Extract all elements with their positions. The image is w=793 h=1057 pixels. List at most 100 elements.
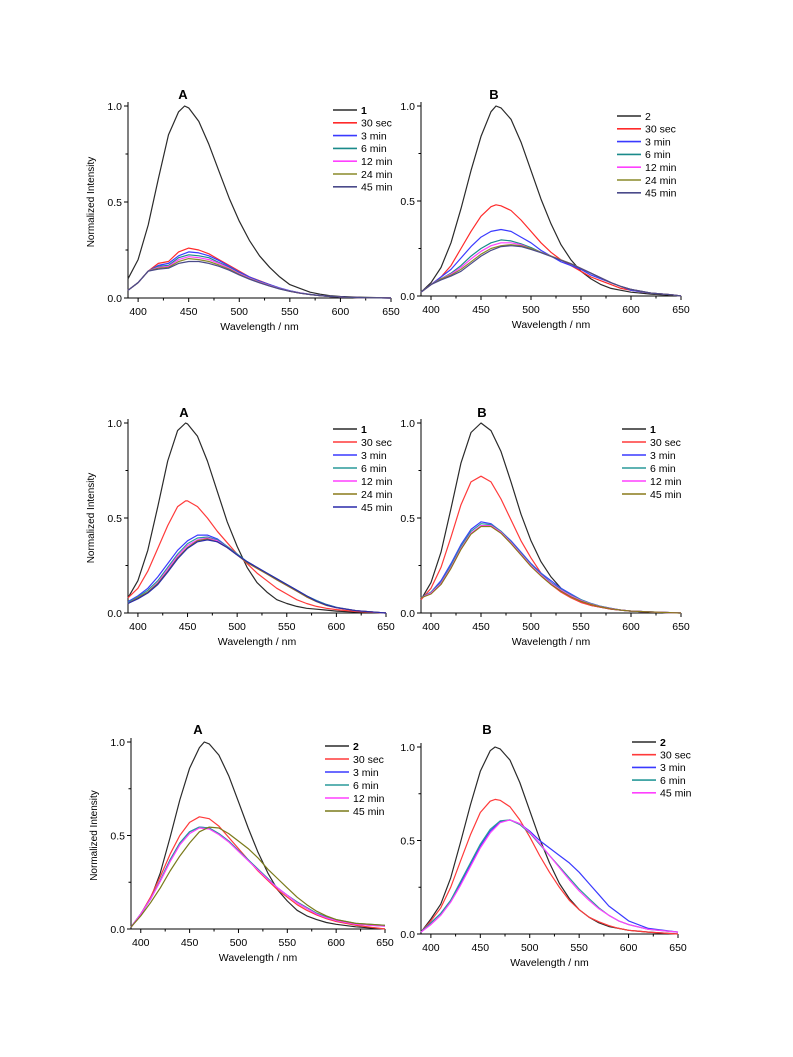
legend-label: 6 min	[353, 780, 379, 792]
x-tick-label: 650	[669, 942, 687, 954]
x-tick-label: 650	[672, 304, 690, 316]
legend-label: 30 sec	[660, 750, 691, 762]
legend-label: 30 sec	[353, 754, 384, 766]
series-line-4	[130, 826, 386, 928]
x-tick-label: 650	[376, 937, 394, 949]
legend-label: 24 min	[361, 169, 393, 181]
legend-label: 45 min	[650, 489, 682, 501]
chart-panel-4: 400 450 500 550 600 650 0.0 0.5 1.0 Wavelength / …	[400, 405, 690, 648]
series-line-5	[420, 819, 679, 933]
series-line-4	[420, 819, 679, 933]
x-tick-label: 600	[622, 304, 640, 316]
series-line-2	[127, 500, 387, 614]
y-tick-label: 0.0	[400, 929, 415, 941]
y-tick-label: 0.5	[107, 197, 122, 209]
legend-label: 6 min	[361, 463, 387, 475]
panel-title: B	[489, 87, 498, 102]
panel-title: B	[477, 405, 486, 420]
series-line-7	[420, 245, 682, 297]
y-axis-label: Normalized Intensity	[89, 790, 100, 881]
legend-label: 3 min	[353, 767, 379, 779]
legend-label: 45 min	[660, 788, 692, 800]
x-tick-label: 600	[332, 306, 350, 318]
x-tick-label: 550	[281, 306, 299, 318]
y-tick-label: 0.5	[110, 831, 125, 843]
legend-label: 3 min	[650, 450, 676, 462]
series-line-2	[130, 816, 386, 930]
legend-label: 12 min	[361, 476, 393, 488]
legend-label: 6 min	[650, 463, 676, 475]
legend-label: 30 sec	[645, 124, 676, 136]
y-tick-label: 0.5	[400, 513, 415, 525]
x-tick-label: 550	[572, 621, 590, 633]
legend-label: 30 sec	[361, 437, 392, 449]
y-tick-label: 0.0	[110, 924, 125, 936]
series-line-5	[130, 827, 386, 928]
x-tick-label: 450	[472, 621, 490, 633]
x-tick-label: 500	[522, 304, 540, 316]
x-tick-label: 400	[132, 937, 150, 949]
x-tick-label: 550	[278, 621, 296, 633]
legend-label: 1	[361, 424, 367, 436]
x-tick-label: 450	[472, 304, 490, 316]
x-tick-label: 400	[422, 621, 440, 633]
x-tick-label: 450	[179, 621, 197, 633]
series-line-1	[127, 422, 387, 614]
legend-label: 24 min	[361, 489, 393, 501]
series-line-2	[420, 798, 679, 935]
x-tick-label: 650	[382, 306, 400, 318]
series-line-6	[420, 525, 682, 614]
y-tick-label: 0.0	[400, 608, 415, 620]
x-tick-label: 450	[472, 942, 490, 954]
x-tick-label: 500	[230, 937, 248, 949]
series-line-5	[420, 525, 682, 614]
x-tick-label: 500	[521, 942, 539, 954]
x-tick-label: 600	[328, 621, 346, 633]
y-tick-label: 0.0	[107, 608, 122, 620]
series-line-6	[127, 538, 387, 614]
legend-label: 24 min	[645, 175, 677, 187]
x-tick-label: 400	[422, 304, 440, 316]
y-tick-label: 0.5	[400, 836, 415, 848]
legend-label: 2	[353, 741, 359, 753]
y-tick-label: 0.0	[107, 293, 122, 305]
legend-label: 12 min	[645, 162, 677, 174]
x-axis-label: Wavelength / nm	[512, 319, 591, 331]
series-line-5	[127, 537, 387, 614]
series-line-3	[420, 819, 679, 933]
series-line-1	[420, 746, 679, 935]
series-line-2	[420, 475, 682, 614]
legend-label: 3 min	[361, 450, 387, 462]
x-axis-label: Wavelength / nm	[218, 636, 297, 648]
x-tick-label: 600	[620, 942, 638, 954]
y-tick-label: 1.0	[400, 101, 415, 113]
x-tick-label: 400	[129, 621, 147, 633]
y-axis-label: Normalized Intensity	[86, 473, 97, 564]
x-axis-label: Wavelength / nm	[219, 952, 298, 964]
x-tick-label: 400	[422, 942, 440, 954]
legend-label: 3 min	[660, 762, 686, 774]
panel-title: A	[178, 87, 188, 102]
series-line-2	[420, 204, 682, 297]
series-line-5	[127, 256, 392, 299]
x-tick-label: 550	[279, 937, 297, 949]
panel-title: A	[179, 405, 189, 420]
y-tick-label: 1.0	[400, 742, 415, 754]
legend-label: 45 min	[361, 182, 393, 194]
x-tick-label: 500	[522, 621, 540, 633]
legend-label: 45 min	[361, 502, 393, 514]
x-axis-label: Wavelength / nm	[512, 636, 591, 648]
x-axis-label: Wavelength / nm	[510, 957, 589, 969]
panel-title: A	[193, 722, 203, 737]
legend-label: 12 min	[650, 476, 682, 488]
y-axis-label: Normalized Intensity	[86, 157, 97, 248]
series-line-3	[420, 228, 682, 297]
legend-label: 30 sec	[361, 118, 392, 130]
chart-panel-1: 400 450 500 550 600 650 0.0 0.5 1.0 Wavelength / …	[86, 87, 400, 333]
chart-panel-5: 400 450 500 550 600 650 0.0 0.5 1.0 Wavelength / …	[89, 722, 394, 964]
